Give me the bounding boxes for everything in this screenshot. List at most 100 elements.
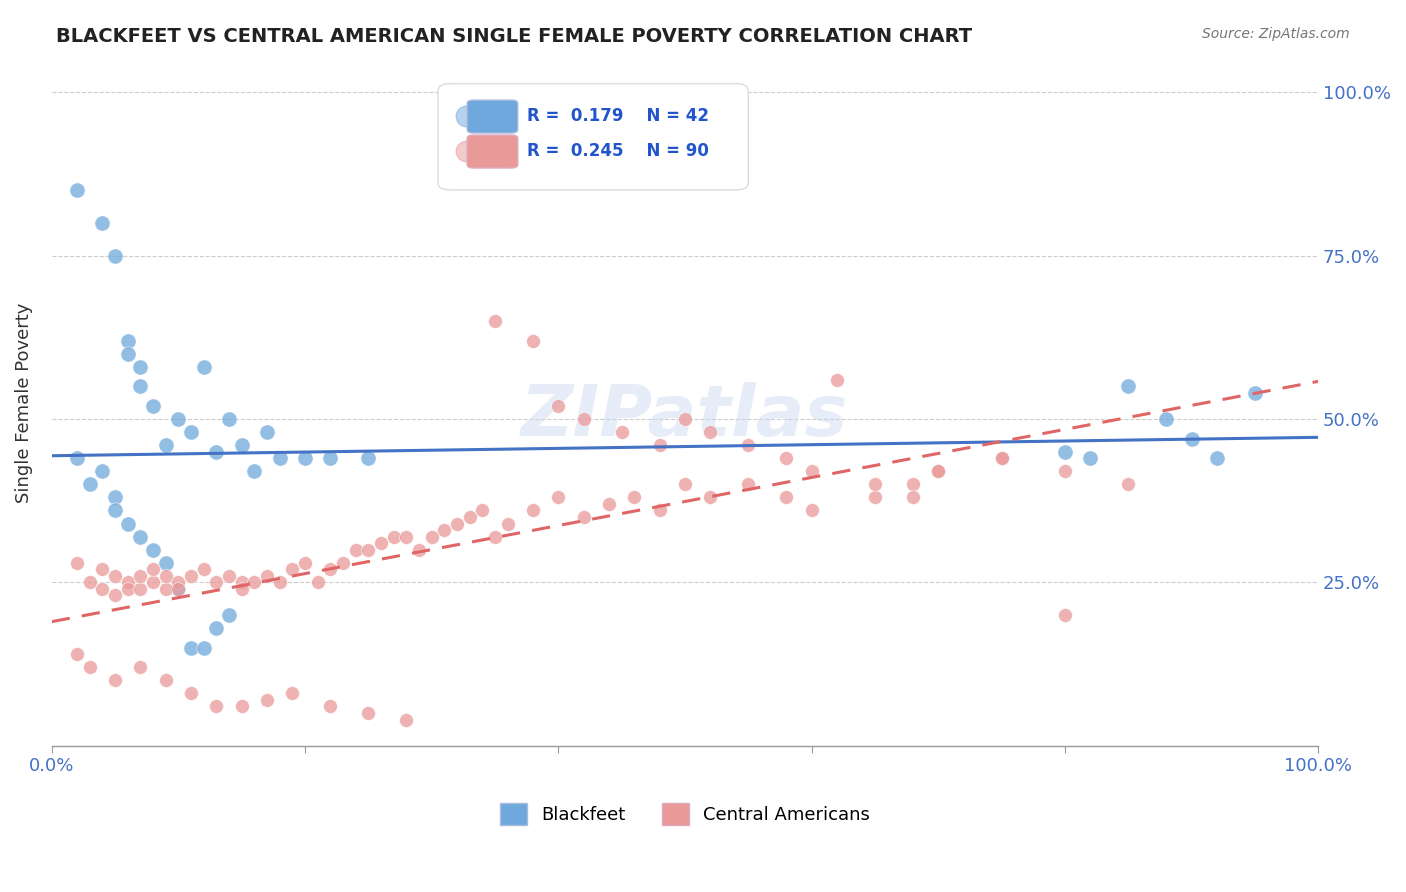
Point bbox=[496, 516, 519, 531]
Point bbox=[547, 399, 569, 413]
Point bbox=[433, 523, 456, 537]
Point bbox=[129, 582, 152, 596]
Point bbox=[180, 640, 202, 655]
Point bbox=[648, 503, 671, 517]
Point bbox=[231, 438, 253, 452]
Point bbox=[863, 491, 886, 505]
Point bbox=[117, 575, 139, 590]
Legend: Blackfeet, Central Americans: Blackfeet, Central Americans bbox=[492, 796, 877, 832]
Point bbox=[420, 530, 443, 544]
Point bbox=[104, 491, 127, 505]
Point bbox=[357, 542, 380, 557]
Point bbox=[319, 699, 342, 714]
Point bbox=[454, 172, 477, 186]
Point bbox=[281, 562, 304, 576]
Point bbox=[901, 477, 924, 491]
Point bbox=[129, 660, 152, 674]
Point bbox=[117, 582, 139, 596]
Point bbox=[79, 575, 101, 590]
Point bbox=[205, 699, 228, 714]
Point bbox=[673, 412, 696, 426]
Point bbox=[193, 359, 215, 374]
Point bbox=[256, 425, 278, 439]
Point bbox=[673, 477, 696, 491]
Point bbox=[91, 582, 114, 596]
Point bbox=[484, 314, 506, 328]
Point bbox=[1116, 477, 1139, 491]
Point bbox=[167, 582, 190, 596]
Point bbox=[454, 139, 477, 153]
Text: R =  0.179    N = 42: R = 0.179 N = 42 bbox=[527, 107, 709, 125]
Point bbox=[901, 491, 924, 505]
Point bbox=[990, 451, 1012, 466]
Point bbox=[155, 438, 177, 452]
Point bbox=[256, 693, 278, 707]
Point bbox=[256, 569, 278, 583]
Point bbox=[775, 451, 797, 466]
FancyBboxPatch shape bbox=[467, 135, 517, 168]
Point bbox=[104, 569, 127, 583]
Point bbox=[167, 412, 190, 426]
Text: R =  0.245    N = 90: R = 0.245 N = 90 bbox=[527, 142, 709, 160]
Point bbox=[104, 503, 127, 517]
Point bbox=[142, 562, 165, 576]
Point bbox=[471, 503, 494, 517]
FancyBboxPatch shape bbox=[439, 84, 748, 190]
Point bbox=[623, 491, 645, 505]
Point bbox=[155, 569, 177, 583]
Point bbox=[598, 497, 620, 511]
Point bbox=[1205, 451, 1227, 466]
Point bbox=[800, 464, 823, 478]
Point bbox=[142, 575, 165, 590]
Point bbox=[79, 660, 101, 674]
Point bbox=[231, 575, 253, 590]
Point bbox=[104, 249, 127, 263]
Point bbox=[775, 491, 797, 505]
Point bbox=[547, 491, 569, 505]
Point bbox=[117, 346, 139, 360]
Point bbox=[66, 183, 89, 197]
Point bbox=[737, 438, 759, 452]
Y-axis label: Single Female Poverty: Single Female Poverty bbox=[15, 302, 32, 503]
Point bbox=[167, 582, 190, 596]
Point bbox=[522, 334, 544, 348]
Point bbox=[91, 216, 114, 230]
Point bbox=[269, 575, 291, 590]
Point bbox=[117, 516, 139, 531]
Point bbox=[205, 575, 228, 590]
Point bbox=[218, 412, 240, 426]
Point bbox=[1116, 379, 1139, 393]
Point bbox=[610, 425, 633, 439]
Point bbox=[800, 503, 823, 517]
Point bbox=[91, 562, 114, 576]
Point bbox=[218, 607, 240, 622]
Point bbox=[737, 477, 759, 491]
Point bbox=[180, 569, 202, 583]
Point bbox=[395, 713, 418, 727]
Point bbox=[281, 686, 304, 700]
Text: BLACKFEET VS CENTRAL AMERICAN SINGLE FEMALE POVERTY CORRELATION CHART: BLACKFEET VS CENTRAL AMERICAN SINGLE FEM… bbox=[56, 27, 973, 45]
Point bbox=[180, 425, 202, 439]
Point bbox=[927, 464, 949, 478]
Point bbox=[104, 673, 127, 688]
Point bbox=[205, 621, 228, 635]
Point bbox=[332, 556, 354, 570]
Point bbox=[155, 582, 177, 596]
Point bbox=[180, 686, 202, 700]
Point bbox=[294, 451, 316, 466]
Point bbox=[319, 451, 342, 466]
Point bbox=[344, 542, 367, 557]
Point bbox=[129, 569, 152, 583]
Point bbox=[446, 516, 468, 531]
Point bbox=[155, 556, 177, 570]
Point bbox=[193, 562, 215, 576]
Point bbox=[231, 699, 253, 714]
Point bbox=[269, 451, 291, 466]
Point bbox=[167, 575, 190, 590]
Point bbox=[1053, 607, 1076, 622]
Point bbox=[357, 451, 380, 466]
Point bbox=[572, 412, 595, 426]
Point bbox=[243, 464, 266, 478]
Point bbox=[307, 575, 329, 590]
Point bbox=[243, 575, 266, 590]
